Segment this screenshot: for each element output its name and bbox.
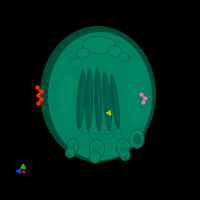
Ellipse shape <box>89 73 91 127</box>
Ellipse shape <box>90 150 101 164</box>
Ellipse shape <box>129 130 145 148</box>
Ellipse shape <box>119 149 131 161</box>
Polygon shape <box>105 110 111 116</box>
Point <box>39 97 43 101</box>
Ellipse shape <box>126 78 140 122</box>
Point <box>141 100 145 104</box>
Ellipse shape <box>131 108 143 126</box>
Point <box>143 96 146 100</box>
Ellipse shape <box>98 130 106 134</box>
Ellipse shape <box>110 74 120 130</box>
Ellipse shape <box>108 45 122 57</box>
Ellipse shape <box>102 72 112 132</box>
Ellipse shape <box>90 140 104 158</box>
Ellipse shape <box>71 58 81 68</box>
Point <box>39 89 42 93</box>
Ellipse shape <box>113 78 119 126</box>
Ellipse shape <box>119 53 129 61</box>
Ellipse shape <box>69 141 77 151</box>
Ellipse shape <box>60 74 74 118</box>
Ellipse shape <box>83 36 116 53</box>
Ellipse shape <box>65 148 75 158</box>
Ellipse shape <box>83 129 90 134</box>
Point <box>35 85 38 89</box>
Ellipse shape <box>133 134 141 144</box>
Ellipse shape <box>67 139 79 153</box>
Ellipse shape <box>77 48 89 58</box>
Ellipse shape <box>114 129 122 134</box>
Point <box>140 93 143 96</box>
Point <box>36 93 40 97</box>
Ellipse shape <box>48 32 152 160</box>
Ellipse shape <box>58 73 68 109</box>
Ellipse shape <box>106 134 114 138</box>
Ellipse shape <box>85 68 93 132</box>
Ellipse shape <box>92 142 102 156</box>
Ellipse shape <box>90 134 98 138</box>
Ellipse shape <box>94 68 102 132</box>
Ellipse shape <box>97 73 101 127</box>
Ellipse shape <box>76 70 86 130</box>
Ellipse shape <box>80 75 84 125</box>
Ellipse shape <box>105 77 111 127</box>
Point <box>37 101 40 105</box>
Ellipse shape <box>116 139 130 155</box>
Ellipse shape <box>118 141 128 153</box>
Ellipse shape <box>40 26 156 162</box>
